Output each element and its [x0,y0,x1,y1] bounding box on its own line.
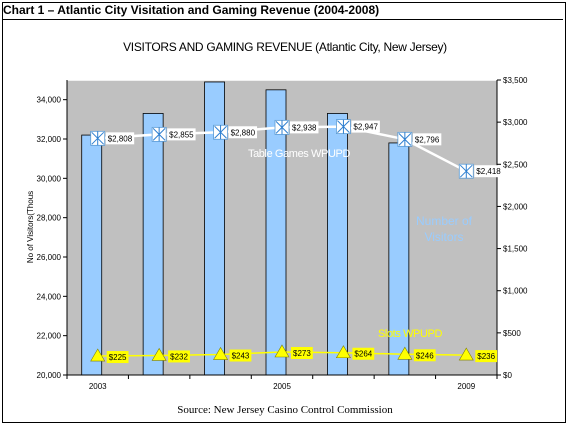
slots-data-label: $225 [109,353,127,362]
table-games-marker [398,132,412,147]
slots-data-label: $232 [170,352,188,361]
slots-label-bg [475,350,498,363]
slots-marker [274,344,290,358]
right-tick-label: $1,000 [503,287,528,296]
right-tick-label: $1,500 [503,245,528,254]
x-tick-label: 2003 [89,382,107,391]
table-games-data-label: $2,796 [415,135,440,144]
chart-header: Chart 1 – Atlantic City Visitation and G… [3,3,380,17]
table-games-label-bg [412,133,442,146]
table-games-marker [152,127,166,142]
right-tick-label: $2,000 [503,202,528,211]
left-tick-label: 32,000 [37,135,62,144]
left-tick-label: 20,000 [37,371,62,380]
slots-label-bg [413,349,436,362]
table-games-data-label: $2,855 [169,130,194,139]
table-games-marker [275,120,289,135]
header-divider [3,19,563,20]
table-games-data-label: $2,418 [476,167,501,176]
slots-data-label: $243 [232,352,250,361]
left-tick-label: 34,000 [37,96,62,105]
table-games-marker [214,125,227,140]
slots-label-bg [106,351,129,364]
slots-label-bg [229,349,252,362]
x-tick-label: 2009 [457,382,475,391]
table-games-data-label: $2,947 [353,123,378,132]
table-games-label-bg [167,128,196,141]
slots-marker [151,347,167,361]
right-tick-label: $500 [503,329,521,338]
left-tick-label: 26,000 [37,253,62,262]
chart-title: VISITORS AND GAMING REVENUE (Atlantic Ci… [123,40,447,54]
left-tick-label: 30,000 [37,174,62,183]
slots-marker [397,346,413,360]
slots-data-label: $246 [416,351,434,360]
left-tick-label: 24,000 [37,292,62,301]
table-games-label-bg [105,132,135,145]
legend-visitors-line1: Number of [416,214,473,228]
legend-visitors-line2: Visitors [424,230,463,244]
slots-marker [458,347,474,361]
x-tick-label: 2005 [273,382,291,391]
legend-table-games: Table Games WPUPD [248,148,350,160]
plot-area [63,79,501,379]
visitors-bar [142,113,164,376]
right-tick-label: $0 [503,371,512,380]
table-games-marker [459,164,473,179]
right-tick-label: $2,500 [503,160,528,169]
slots-label-bg [352,347,375,360]
right-tick-label: $3,000 [503,118,528,127]
slots-data-label: $236 [477,352,495,361]
slots-data-label: $264 [354,350,372,359]
table-games-data-label: $2,808 [108,134,133,143]
table-games-label-bg [228,126,258,139]
slots-data-label: $273 [293,349,311,358]
table-games-marker [337,119,350,134]
slots-label-bg [168,350,190,363]
visitors-bar [81,134,103,376]
slots-label-bg [291,346,313,359]
left-tick-label: 22,000 [37,332,62,341]
table-games-data-label: $2,880 [231,128,256,137]
slots-marker [213,346,229,360]
left-tick-label: 28,000 [37,214,62,223]
legend-slots: Slots WPUPD [378,328,443,340]
table-games-label-bg [351,120,380,133]
right-tick-label: $3,500 [503,76,528,85]
source-note: Source: New Jersey Casino Control Commis… [177,404,393,416]
y-axis-label: No of Visitors(Thous [26,191,35,263]
slots-marker [335,345,351,359]
table-games-data-label: $2,938 [292,123,317,132]
table-games-marker [91,131,105,146]
visitors-bar [388,142,410,376]
slots-marker [90,348,106,362]
table-games-label-bg [474,165,503,178]
table-games-label-bg [290,121,319,134]
